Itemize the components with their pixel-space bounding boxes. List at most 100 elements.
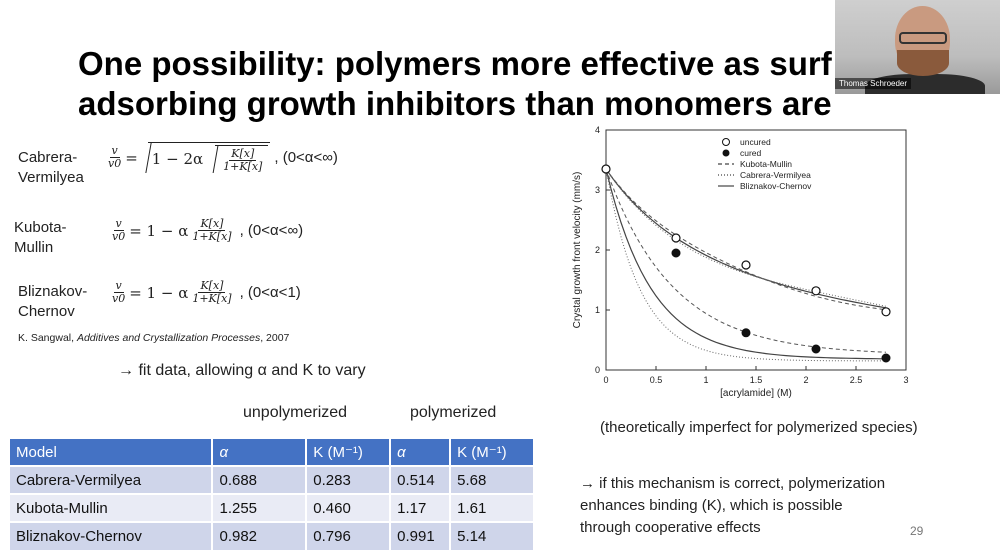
chart-svg: 0 0.5 1 1.5 2 2.5 3 0 1 2 3 4 [acrylamide] (M) Crysta…: [572, 125, 909, 399]
fit-note: → fit data, allowing α and K to vary: [118, 362, 366, 379]
conclusion-text: → if this mechanism is correct, polymeri…: [580, 473, 980, 539]
legend-marker-uncured: [722, 138, 730, 146]
cell-alpha-poly: 1.17: [390, 493, 452, 522]
eq1-lhs-num: v: [109, 144, 120, 158]
eq2-frac-den: 1+K[x]: [192, 230, 232, 243]
th-k-unpoly: K (M⁻¹): [306, 439, 392, 466]
eq1-condition: , (0<α<∞): [274, 149, 338, 166]
eq2-rhs: = 1 − α: [129, 221, 189, 240]
cell-k-poly: 1.61: [450, 493, 535, 522]
eq-label-kubota: Kubota- Mullin: [14, 218, 67, 258]
x-axis-label: [acrylamide] (M): [720, 388, 792, 399]
eq3-label-line1: Bliznakov-: [18, 283, 88, 300]
cell-model: Kubota-Mullin: [10, 493, 214, 522]
eq3-lhs-num: v: [113, 279, 124, 293]
cell-alpha-poly: 0.991: [390, 521, 452, 550]
ref-title: Additives and Crystallization Processes: [76, 332, 261, 344]
cell-model: Bliznakov-Chernov: [10, 521, 214, 550]
data-point-cured: [741, 328, 751, 338]
webcam-participant-name: Thomas Schroeder: [835, 78, 912, 89]
reference-citation: K. Sangwal, Additives and Crystallizatio…: [18, 332, 289, 344]
cell-alpha-unpoly: 0.982: [212, 521, 308, 550]
x-tick-label: 0: [603, 375, 608, 385]
fit-curve-cured-cabrera: [605, 168, 886, 362]
eq2-label-line2: Mullin: [14, 239, 54, 256]
legend-label: Kubota-Mullin: [740, 159, 792, 169]
table-row: Kubota-Mullin 1.255 0.460 1.17 1.61: [10, 493, 535, 522]
webcam-video[interactable]: Thomas Schroeder: [835, 0, 1000, 94]
eq3-frac-num: K[x]: [198, 279, 226, 293]
y-tick-label: 2: [595, 245, 600, 255]
x-tick-label: 0.5: [650, 375, 663, 385]
chart-caption: (theoretically imperfect for polymerized…: [600, 419, 918, 436]
conclusion-line-1: → if this mechanism is correct, polymeri…: [580, 475, 886, 492]
y-tick-label: 4: [595, 125, 600, 135]
eq2-lhs-den: v0: [112, 230, 126, 243]
eq3-condition: , (0<α<1): [239, 284, 301, 301]
table-row: Bliznakov-Chernov 0.982 0.796 0.991 5.14: [10, 521, 535, 550]
y-tick-label: 1: [595, 305, 600, 315]
y-tick-label: 3: [595, 185, 600, 195]
legend-label: cured: [740, 148, 762, 158]
cell-k-unpoly: 0.283: [306, 465, 392, 494]
legend-label: Cabrera-Vermilyea: [740, 170, 811, 180]
cell-k-poly: 5.14: [450, 521, 535, 550]
eq-label-cabrera: Cabrera- Vermilyea: [18, 148, 84, 188]
data-point-uncured: [671, 233, 681, 243]
equation-kubota: v v0 = 1 − α K[x] 1+K[x] , (0<α<∞): [108, 218, 303, 243]
th-alpha-unpoly: α: [212, 439, 308, 466]
th-model: Model: [10, 439, 214, 466]
conclusion-line-2: enhances binding (K), which is possible: [580, 497, 843, 514]
slide-title: One possibility: polymers more effective…: [78, 44, 848, 124]
eq2-frac-num: K[x]: [198, 217, 226, 231]
page-number: 29: [910, 524, 924, 538]
webcam-beard: [897, 50, 949, 76]
fit-curve-cured-kubota: [605, 168, 887, 353]
eq3-label-line2: Chernov: [18, 303, 75, 320]
cell-k-unpoly: 0.460: [306, 493, 392, 522]
cell-alpha-unpoly: 0.688: [212, 465, 308, 494]
fit-curve-cured-bliznakov: [605, 168, 886, 360]
ref-author: K. Sangwal,: [18, 332, 77, 344]
x-tick-label: 2: [803, 375, 808, 385]
ref-year: , 2007: [260, 332, 290, 344]
equation-cabrera: v v0 = 1 − 2α K[x] 1+K[x] , (0<α<∞): [108, 142, 338, 173]
cell-k-poly: 5.68: [450, 465, 535, 494]
eq2-condition: , (0<α<∞): [239, 222, 304, 239]
eq-label-bliznakov: Bliznakov- Chernov: [18, 282, 87, 322]
data-point-uncured: [811, 286, 821, 296]
eq1-frac-num: K[x]: [229, 147, 257, 161]
fit-curve-uncured-bliznakov: [605, 168, 887, 309]
velocity-chart: 0 0.5 1 1.5 2 2.5 3 0 1 2 3 4 [acrylamide] (M) Crysta…: [568, 122, 928, 412]
col-group-unpolymerized: unpolymerized: [243, 404, 348, 421]
data-point-uncured: [601, 164, 611, 174]
eq1-rhs: 1 − 2α: [151, 150, 204, 168]
x-tick-label: 3: [903, 375, 908, 385]
title-line-1: One possibility: polymers more effective…: [78, 45, 832, 82]
eq1-label-line1: Cabrera-: [18, 149, 78, 166]
equation-bliznakov: v v0 = 1 − α K[x] 1+K[x] , (0<α<1): [108, 280, 301, 305]
title-line-2: adsorbing growth inhibitors than monomer…: [78, 85, 832, 122]
data-point-uncured: [741, 260, 751, 270]
results-table: Model α K (M⁻¹) α K (M⁻¹) Cabrera-Vermil…: [10, 439, 535, 550]
eq1-lhs-den: v0: [108, 157, 122, 170]
data-point-uncured: [881, 307, 891, 317]
legend-label: Bliznakov-Chernov: [740, 181, 812, 191]
conclusion-line-3: through cooperative effects: [580, 519, 761, 536]
legend-label: uncured: [740, 137, 771, 147]
table-header-row: Model α K (M⁻¹) α K (M⁻¹): [10, 439, 535, 466]
th-k-poly: K (M⁻¹): [450, 439, 535, 466]
cell-alpha-poly: 0.514: [390, 465, 452, 494]
cell-model: Cabrera-Vermilyea: [10, 465, 214, 494]
y-axis-label: Crystal growth front velocity (mm/s): [572, 172, 583, 329]
eq3-rhs: = 1 − α: [129, 283, 189, 302]
sqrt-symbol: 1 − 2α K[x] 1+K[x]: [147, 142, 271, 173]
x-tick-label: 2.5: [850, 375, 863, 385]
x-tick-label: 1.5: [750, 375, 763, 385]
th-alpha-poly: α: [390, 439, 452, 466]
x-tick-label: 1: [703, 375, 708, 385]
eq2-lhs-num: v: [113, 217, 124, 231]
webcam-glasses: [899, 32, 947, 44]
eq1-frac-den: 1+K[x]: [223, 160, 263, 173]
data-point-cured: [671, 248, 681, 258]
